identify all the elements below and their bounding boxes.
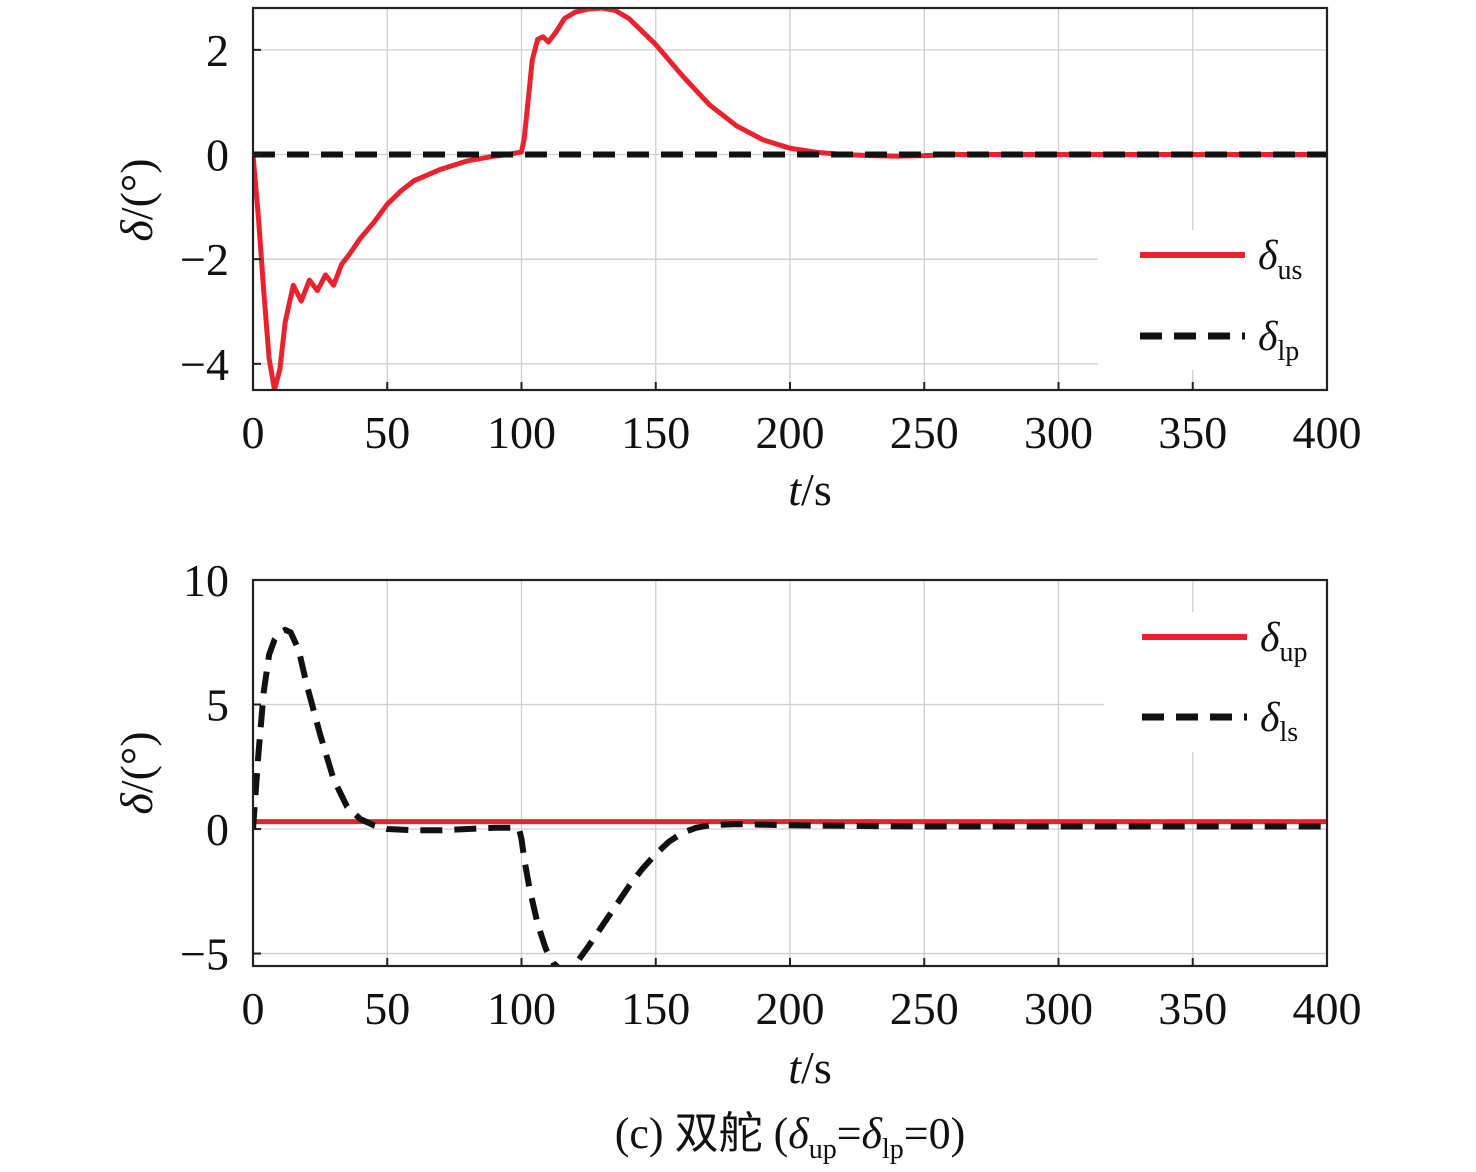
y-axis-label: δ/(°) bbox=[111, 158, 162, 241]
x-tick-label: 200 bbox=[756, 407, 825, 458]
x-tick-label: 150 bbox=[621, 983, 690, 1034]
y-tick-label: 0 bbox=[206, 804, 229, 855]
x-tick-label: 300 bbox=[1024, 407, 1093, 458]
y-tick-label: 5 bbox=[206, 680, 229, 731]
figure-caption: (c) 双舵 (δup=δlp=0) bbox=[615, 1109, 965, 1165]
x-tick-label: 150 bbox=[621, 407, 690, 458]
x-tick-label: 250 bbox=[890, 983, 959, 1034]
x-axis-label: t/s bbox=[788, 464, 831, 515]
legend-label-up: δup bbox=[1260, 615, 1308, 668]
series-line-ls bbox=[253, 626, 1327, 966]
y-tick-label: −5 bbox=[180, 929, 229, 980]
caption-prefix: (c) 双舵 ( bbox=[615, 1109, 789, 1158]
legend-label-us: δus bbox=[1258, 233, 1302, 286]
caption-delta-2: δ bbox=[862, 1109, 884, 1158]
caption-delta-1: δ bbox=[788, 1109, 810, 1158]
caption-sub-lp: lp bbox=[882, 1134, 904, 1165]
x-tick-label: 0 bbox=[242, 983, 265, 1034]
y-tick-label: 0 bbox=[206, 130, 229, 181]
caption-sub-up: up bbox=[809, 1134, 837, 1165]
caption-equals: = bbox=[837, 1109, 862, 1158]
x-tick-label: 250 bbox=[890, 407, 959, 458]
y-axis-label: δ/(°) bbox=[111, 731, 162, 814]
x-tick-label: 400 bbox=[1293, 407, 1362, 458]
y-tick-label: 10 bbox=[183, 555, 229, 606]
legend-label-ls: δls bbox=[1260, 695, 1298, 748]
x-tick-label: 400 bbox=[1293, 983, 1362, 1034]
x-tick-label: 300 bbox=[1024, 983, 1093, 1034]
caption-suffix: =0) bbox=[904, 1109, 965, 1158]
y-tick-label: −2 bbox=[180, 234, 229, 285]
legend-label-lp: δlp bbox=[1258, 314, 1299, 367]
x-tick-label: 350 bbox=[1158, 983, 1227, 1034]
x-tick-label: 50 bbox=[364, 407, 410, 458]
chart-top: δus δlp 0 50 100 150 200 250 300 350 400 −4 −2 0 2 t/s δ… bbox=[111, 6, 1362, 515]
x-tick-label: 100 bbox=[487, 983, 556, 1034]
x-tick-label: 50 bbox=[364, 983, 410, 1034]
x-axis-label: t/s bbox=[788, 1042, 831, 1093]
y-tick-label: −4 bbox=[180, 339, 229, 390]
x-tick-label: 350 bbox=[1158, 407, 1227, 458]
chart-bottom: δup δls 0 50 100 150 200 250 300 350 400 −5 0 5 10 t/s δ… bbox=[111, 555, 1362, 1093]
x-tick-label: 100 bbox=[487, 407, 556, 458]
x-tick-label: 200 bbox=[756, 983, 825, 1034]
x-tick-label: 0 bbox=[242, 407, 265, 458]
y-tick-label: 2 bbox=[206, 25, 229, 76]
